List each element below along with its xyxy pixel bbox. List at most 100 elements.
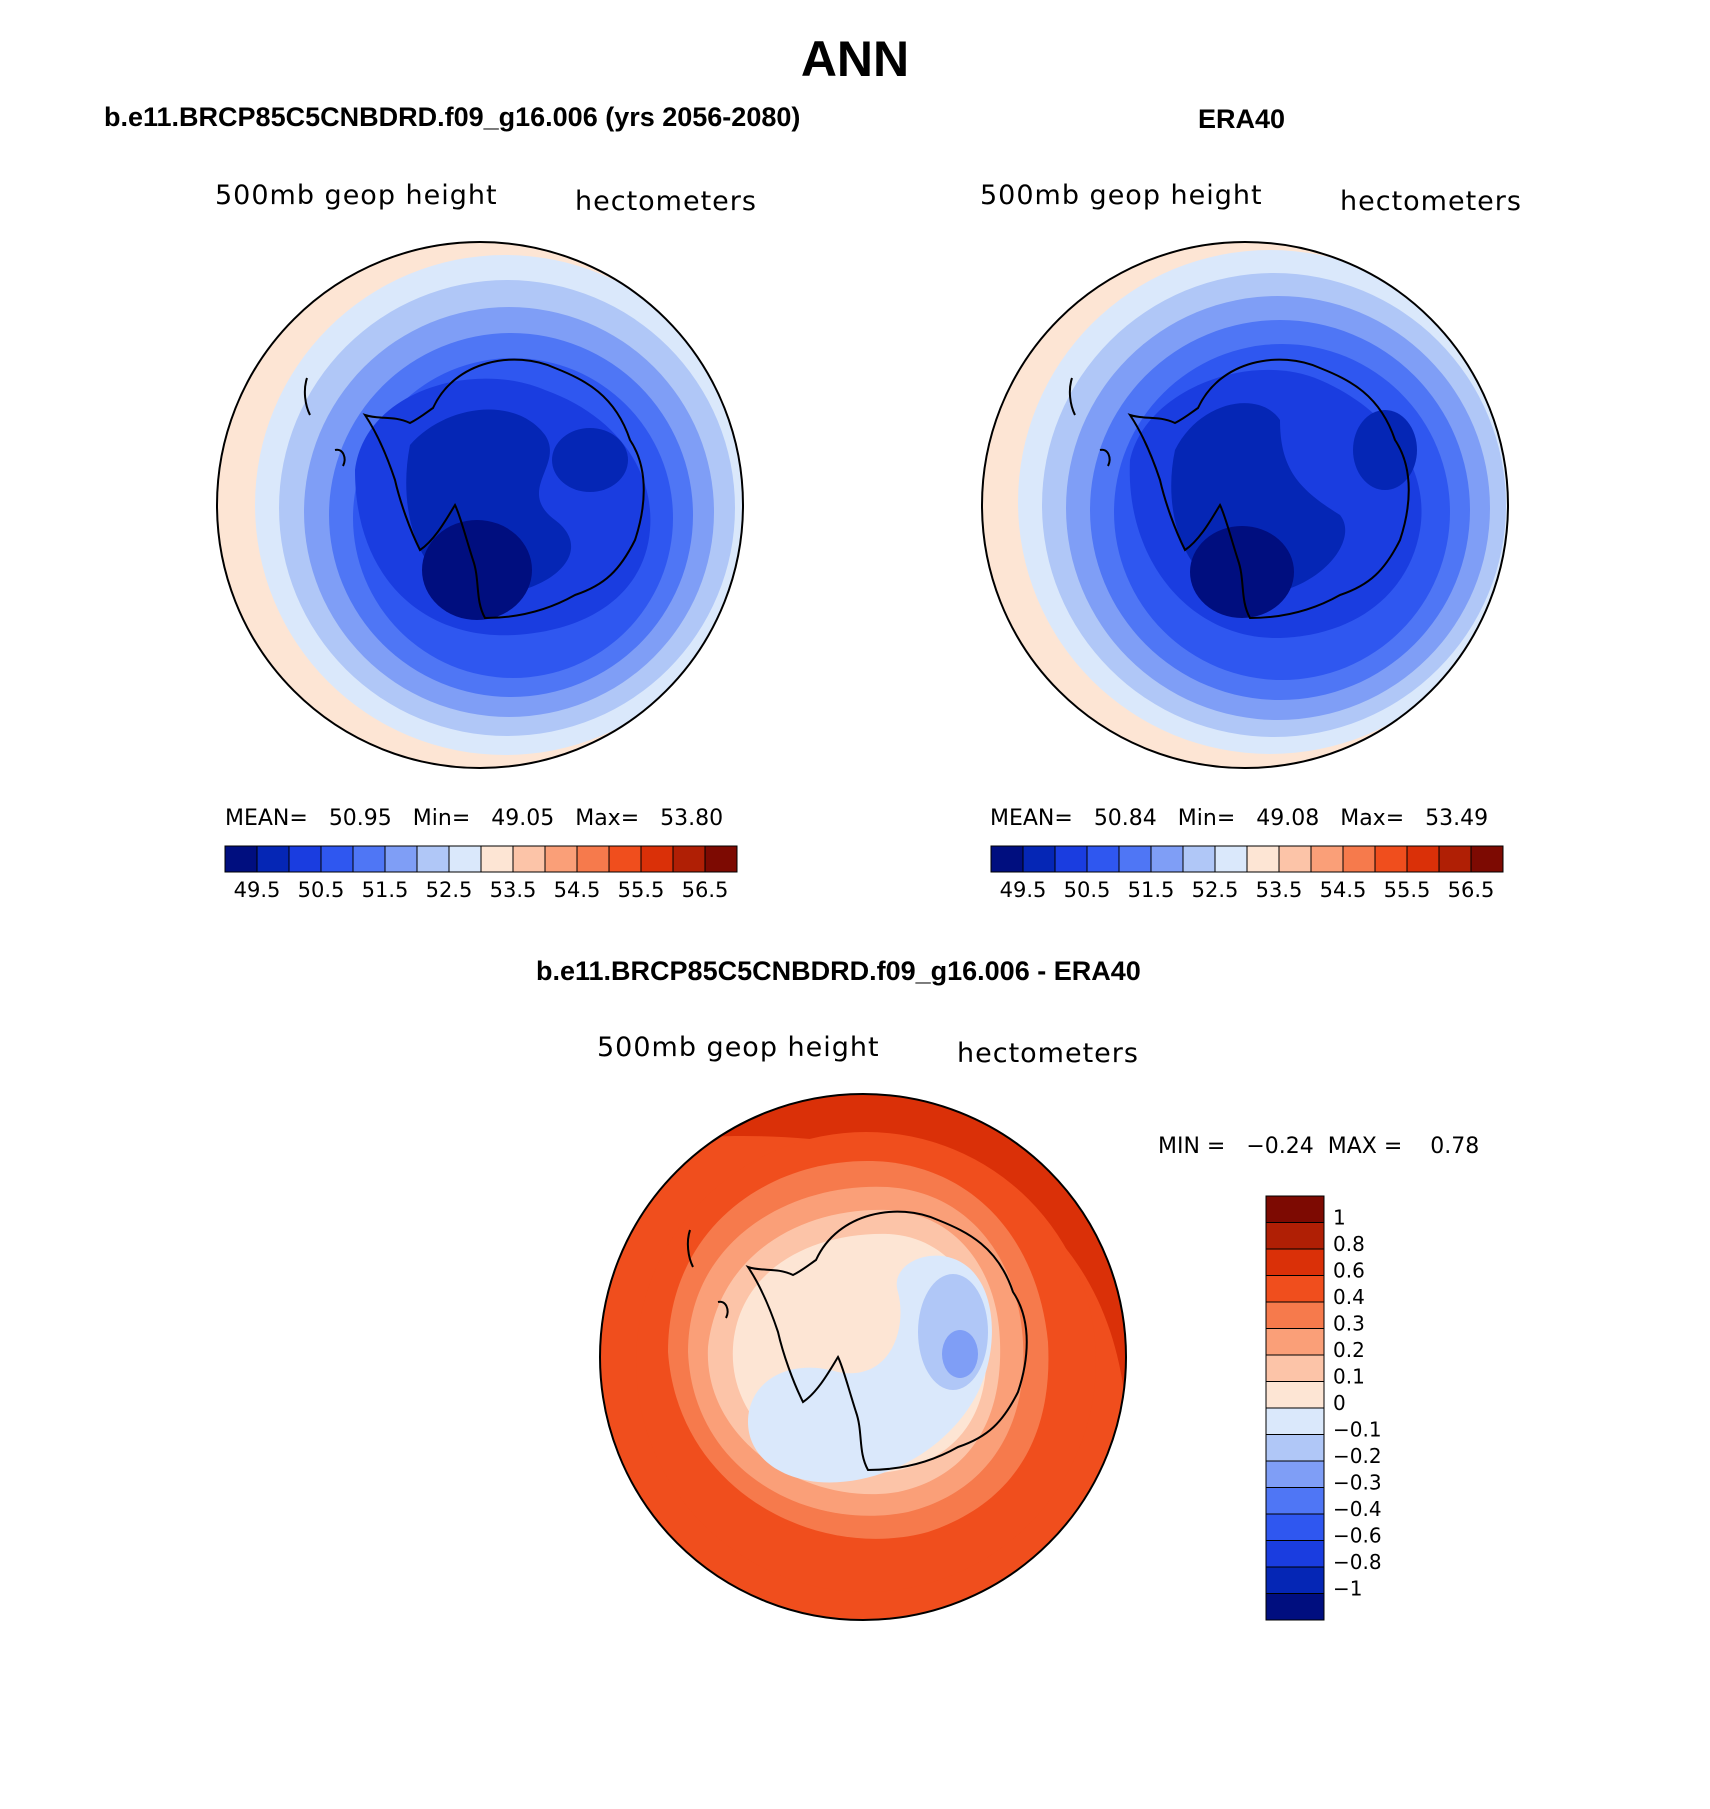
colorbar-tick-label: 55.5 [618,878,665,902]
max-label: MAX = [1327,1134,1403,1159]
panel-3-colorbar: 10.8 0.60.4 0.30.2 0.10 −0.1−0.2 −0.3−0.4 −0.6… [1265,1195,1382,1621]
colorbar-swatch [1054,845,1088,873]
colorbar-tick-label: 0.4 [1333,1285,1365,1309]
colorbar-tick-label: 56.5 [1448,878,1495,902]
colorbar-tick-label: 55.5 [1384,878,1431,902]
colorbar-swatch [1246,845,1280,873]
colorbar-swatch [672,845,706,873]
colorbar-swatch [640,845,674,873]
colorbar-swatch [1265,1222,1325,1250]
max-value: 53.49 [1425,806,1489,831]
colorbar-swatch [1265,1248,1325,1276]
colorbar-swatch [1265,1487,1325,1515]
colorbar-swatch [352,845,386,873]
colorbar-swatch [1310,845,1344,873]
panel-1-variable: 500mb geop height [215,180,498,211]
colorbar-swatch [288,845,322,873]
min-label: Min= [412,806,471,831]
colorbar-tick-label: 0.2 [1333,1338,1365,1362]
panel-2-stats: MEAN= 50.84 Min= 49.08 Max= 53.49 [990,806,1488,831]
mean-value: 50.84 [1093,806,1157,831]
colorbar-tick-label: −0.3 [1333,1471,1382,1495]
colorbar-swatch [1265,1540,1325,1568]
colorbar-swatch [1150,845,1184,873]
colorbar-tick-label: 49.5 [234,878,281,902]
colorbar-swatch [1182,845,1216,873]
colorbar-swatch [1342,845,1376,873]
min-label: Min= [1177,806,1236,831]
colorbar-swatch [1118,845,1152,873]
panel-1-stats: MEAN= 50.95 Min= 49.05 Max= 53.80 [225,806,723,831]
colorbar-tick-label: 0.6 [1333,1259,1365,1283]
colorbar-tick-label: 50.5 [298,878,345,902]
colorbar-tick-label: 56.5 [682,878,729,902]
colorbar-tick-label: 54.5 [554,878,601,902]
colorbar-tick-label: 0.3 [1333,1312,1365,1336]
colorbar-swatch [1265,1328,1325,1356]
mean-label: MEAN= [225,806,308,831]
panel-3-title: b.e11.BRCP85C5CNBDRD.f09_g16.006 - ERA40 [536,956,1141,986]
panel-1-polar-map [216,241,744,769]
colorbar-swatch [384,845,418,873]
panel-3-stats: MIN = −0.24 MAX = 0.78 [1158,1134,1479,1159]
colorbar-tick-label: 53.5 [1256,878,1303,902]
colorbar-tick-label: 53.5 [490,878,537,902]
colorbar-swatch [416,845,450,873]
panel-2-polar-map [981,241,1509,769]
colorbar-tick-label: −0.6 [1333,1524,1382,1548]
colorbar-tick-label: 0.1 [1333,1365,1365,1389]
colorbar-tick-label: 0.8 [1333,1232,1365,1256]
colorbar-tick-label: 54.5 [1320,878,1367,902]
mean-label: MEAN= [990,806,1073,831]
panel-1-units: hectometers [575,186,757,217]
min-label: MIN = [1158,1134,1226,1159]
colorbar-swatch [1265,1195,1325,1223]
colorbar-swatch [1265,1301,1325,1329]
panel-2-colorbar: 49.5 50.5 51.5 52.5 53.5 54.5 55.5 56.5 [990,845,1504,902]
colorbar-swatch [1265,1275,1325,1303]
map-boundary [216,241,744,769]
colorbar-swatch [512,845,546,873]
colorbar-tick-label: −0.4 [1333,1497,1382,1521]
colorbar-swatch [1265,1460,1325,1488]
colorbar-swatch [1214,845,1248,873]
colorbar-tick-label: 52.5 [426,878,473,902]
panel-1-colorbar: 49.5 50.5 51.5 52.5 53.5 54.5 55.5 56.5 [224,845,738,902]
panel-2-variable: 500mb geop height [980,180,1263,211]
panel-2-units: hectometers [1340,186,1522,217]
colorbar-swatch [224,845,258,873]
colorbar-tick-label: 52.5 [1192,878,1239,902]
colorbar-tick-label: −1 [1333,1577,1362,1601]
colorbar-swatch [1374,845,1408,873]
max-label: Max= [1340,806,1405,831]
colorbar-swatch [1470,845,1504,873]
colorbar-swatch [1086,845,1120,873]
colorbar-swatch [1265,1513,1325,1541]
colorbar-swatch [608,845,642,873]
antarctica-coastline [303,358,645,620]
colorbar-tick-label: 51.5 [1128,878,1175,902]
colorbar-swatch [990,845,1024,873]
colorbar-tick-label: −0.2 [1333,1444,1382,1468]
colorbar-tick-label: 0 [1333,1391,1346,1415]
colorbar-swatch [576,845,610,873]
colorbar-swatch [1265,1566,1325,1594]
colorbar-swatch [320,845,354,873]
colorbar-swatch [1022,845,1056,873]
colorbar-swatch [448,845,482,873]
colorbar-tick-label: 1 [1333,1206,1346,1230]
colorbar-swatch [1265,1354,1325,1382]
panel-3-units: hectometers [957,1038,1139,1069]
panel-3-variable: 500mb geop height [597,1032,880,1063]
colorbar-tick-label: 51.5 [362,878,409,902]
panel-3-polar-map [599,1093,1127,1621]
min-value: 49.08 [1256,806,1320,831]
colorbar-tick-label: −0.1 [1333,1418,1382,1442]
figure-title: ANN [800,31,910,87]
max-value: 53.80 [660,806,724,831]
colorbar-tick-label: 50.5 [1064,878,1111,902]
colorbar-swatch [704,845,738,873]
colorbar-swatch [1278,845,1312,873]
colorbar-swatch [256,845,290,873]
panel-1-title: b.e11.BRCP85C5CNBDRD.f09_g16.006 (yrs 20… [104,102,801,132]
